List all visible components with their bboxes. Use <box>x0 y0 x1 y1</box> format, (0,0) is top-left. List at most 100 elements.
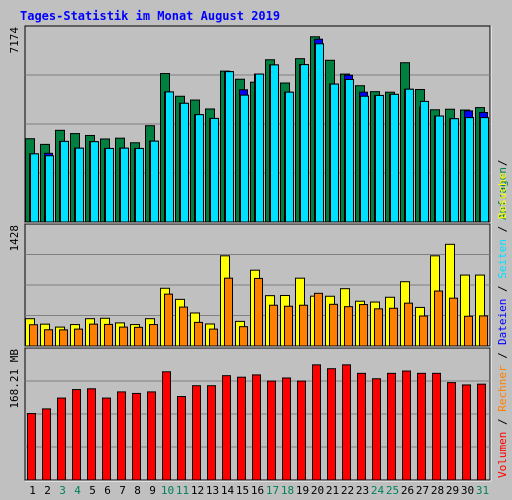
bar-rechner-day-1 <box>29 324 38 347</box>
y-max-label-bottom: 168.21 MB <box>8 349 21 409</box>
x-tick-label-day-30: 30 <box>461 484 474 497</box>
x-tick-label-day-21: 21 <box>326 484 339 497</box>
legend-entry-volumen: Volumen <box>496 432 509 478</box>
bar-volumen-day-4 <box>72 389 81 481</box>
x-tick-label-day-10: 10 <box>161 484 174 497</box>
bar-seiten-day-22 <box>345 78 354 223</box>
x-tick-label-day-27: 27 <box>416 484 429 497</box>
legend-text-bottom: Volumen / Rechner / <box>496 352 509 478</box>
bar-seiten-day-11 <box>180 102 189 223</box>
y-max-label-top: 7174 <box>8 27 21 54</box>
bar-rechner-day-22 <box>344 306 353 347</box>
bar-volumen-day-1 <box>27 413 36 481</box>
bar-seiten-day-23 <box>360 95 369 223</box>
bar-rechner-day-15 <box>239 326 248 347</box>
bar-volumen-day-29 <box>447 382 456 481</box>
bar-seiten-day-2 <box>45 155 54 223</box>
bar-rechner-day-8 <box>134 326 143 347</box>
bar-volumen-day-20 <box>312 364 321 481</box>
bar-seiten-day-17 <box>270 64 279 223</box>
legend-entry-besuche: Besuche <box>496 173 509 219</box>
x-tick-label-day-29: 29 <box>446 484 459 497</box>
x-tick-label-day-20: 20 <box>311 484 324 497</box>
bar-volumen-day-30 <box>462 384 471 481</box>
bar-volumen-day-13 <box>207 385 216 481</box>
x-tick-label-day-1: 1 <box>29 484 36 497</box>
bar-volumen-day-19 <box>297 380 306 481</box>
bar-seiten-day-31 <box>480 117 489 223</box>
bar-volumen-day-8 <box>132 392 141 481</box>
x-tick-label-day-26: 26 <box>401 484 414 497</box>
bar-seiten-day-14 <box>225 71 234 223</box>
x-tick-label-day-6: 6 <box>104 484 111 497</box>
legend-entry-seiten: Seiten <box>496 239 509 279</box>
bar-volumen-day-26 <box>402 370 411 481</box>
bar-volumen-day-25 <box>387 372 396 481</box>
bar-volumen-day-16 <box>252 374 261 481</box>
legend-entry-dateien: Dateien <box>496 299 509 345</box>
legend-separator: / <box>496 160 509 173</box>
bar-seiten-day-26 <box>405 88 414 223</box>
legend-entry-rechner: Rechner <box>496 365 509 412</box>
bar-seiten-day-25 <box>390 93 399 223</box>
x-tick-label-day-14: 14 <box>221 484 235 497</box>
panel-bottom: 168.21 MB <box>8 347 492 482</box>
legend-text-top: Anfragen <box>496 167 509 220</box>
bar-rechner-day-11 <box>179 306 188 347</box>
bar-rechner-day-7 <box>119 326 128 347</box>
x-tick-label-day-16: 16 <box>251 484 264 497</box>
x-tick-label-day-12: 12 <box>191 484 204 497</box>
bar-rechner-day-31 <box>479 315 488 347</box>
bar-volumen-day-18 <box>282 377 291 481</box>
x-tick-label-day-28: 28 <box>431 484 444 497</box>
x-tick-label-day-7: 7 <box>119 484 126 497</box>
bar-volumen-day-12 <box>192 385 201 481</box>
bar-volumen-day-15 <box>237 376 246 481</box>
bar-seiten-day-8 <box>135 147 144 223</box>
bar-seiten-day-10 <box>165 91 174 223</box>
x-tick-label-day-19: 19 <box>296 484 309 497</box>
bar-seiten-day-20 <box>315 43 324 223</box>
bar-rechner-day-19 <box>299 304 308 347</box>
legend-separator: / <box>496 352 509 365</box>
bar-rechner-day-10 <box>164 293 173 347</box>
x-tick-label-day-8: 8 <box>134 484 141 497</box>
legend-text-middle: Dateien / Seiten / Besuche / <box>496 160 509 345</box>
bar-rechner-day-4 <box>74 328 83 347</box>
bar-rechner-day-18 <box>284 305 293 347</box>
bar-volumen-day-31 <box>477 383 486 481</box>
bar-rechner-day-9 <box>149 324 158 347</box>
bar-seiten-day-3 <box>60 140 69 223</box>
bar-seiten-day-21 <box>330 83 339 223</box>
bar-rechner-day-25 <box>389 307 398 347</box>
bar-seiten-day-1 <box>30 153 39 223</box>
bar-seiten-day-5 <box>90 141 99 223</box>
legend-separator: / <box>496 279 509 299</box>
x-tick-label-day-23: 23 <box>356 484 369 497</box>
bar-volumen-day-9 <box>147 391 156 481</box>
bar-volumen-day-14 <box>222 375 231 481</box>
x-tick-label-day-11: 11 <box>176 484 189 497</box>
bar-rechner-day-23 <box>359 304 368 347</box>
bar-rechner-day-6 <box>104 323 113 347</box>
x-tick-label-day-4: 4 <box>74 484 81 497</box>
bar-rechner-day-28 <box>434 290 443 347</box>
bar-volumen-day-2 <box>42 408 51 481</box>
bar-rechner-day-16 <box>254 277 263 347</box>
bar-seiten-day-28 <box>435 115 444 223</box>
bar-seiten-day-9 <box>150 140 159 223</box>
bar-volumen-day-17 <box>267 380 276 481</box>
bar-rechner-day-21 <box>329 303 338 347</box>
x-tick-label-day-17: 17 <box>266 484 279 497</box>
bar-rechner-day-30 <box>464 315 473 347</box>
x-tick-label-day-5: 5 <box>89 484 96 497</box>
bar-rechner-day-17 <box>269 304 278 347</box>
x-tick-label-day-24: 24 <box>371 484 385 497</box>
x-tick-label-day-3: 3 <box>59 484 66 497</box>
x-tick-label-day-15: 15 <box>236 484 249 497</box>
bar-rechner-day-29 <box>449 297 458 347</box>
x-tick-label-day-31: 31 <box>476 484 489 497</box>
panel-middle: 1428 <box>8 223 492 348</box>
x-axis-day-labels: 1 2 3 4 5 6 7 8 9 10 11 12 13 14 15 16 17 18 19 20 21 22 23 24 2… <box>29 484 489 497</box>
